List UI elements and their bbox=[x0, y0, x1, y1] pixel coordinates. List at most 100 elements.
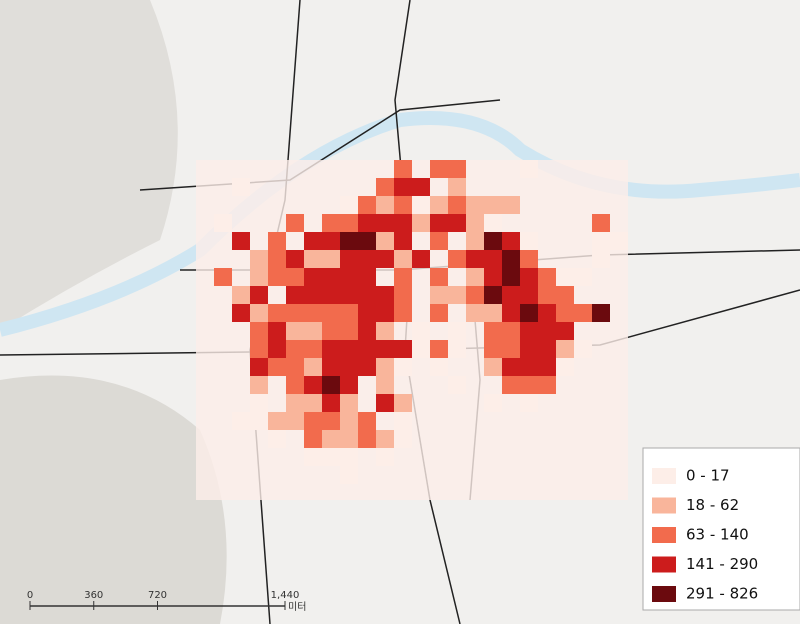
heat-cell bbox=[502, 322, 520, 340]
heat-cell bbox=[358, 358, 376, 376]
scale-label: 360 bbox=[84, 590, 103, 601]
heat-cell bbox=[556, 340, 574, 358]
heat-cell bbox=[412, 340, 430, 358]
heat-cell bbox=[286, 358, 304, 376]
heat-cell bbox=[322, 340, 340, 358]
heat-cell bbox=[340, 322, 358, 340]
heat-cell bbox=[358, 430, 376, 448]
legend-label: 291 - 826 bbox=[686, 585, 758, 603]
heat-cell bbox=[520, 340, 538, 358]
heat-cell bbox=[340, 358, 358, 376]
heat-cell bbox=[286, 412, 304, 430]
heat-cell bbox=[322, 322, 340, 340]
heat-cell bbox=[466, 196, 484, 214]
heat-cell bbox=[214, 268, 232, 286]
heat-cell bbox=[448, 322, 466, 340]
heat-cell bbox=[250, 268, 268, 286]
heat-cell bbox=[412, 178, 430, 196]
heat-cell bbox=[520, 160, 538, 178]
heat-cell bbox=[448, 340, 466, 358]
heat-cell bbox=[286, 304, 304, 322]
heat-cell bbox=[466, 286, 484, 304]
heat-cell bbox=[394, 412, 412, 430]
heat-cell bbox=[250, 304, 268, 322]
scale-label: 0 bbox=[27, 590, 33, 601]
heat-cell bbox=[502, 340, 520, 358]
heat-cell bbox=[484, 214, 502, 232]
heat-cell bbox=[304, 376, 322, 394]
heat-cell bbox=[520, 232, 538, 250]
heat-cell bbox=[430, 340, 448, 358]
scale-label: 720 bbox=[148, 590, 167, 601]
heat-cell bbox=[502, 304, 520, 322]
heat-cell bbox=[484, 268, 502, 286]
heat-cell bbox=[502, 250, 520, 268]
heat-cell bbox=[484, 286, 502, 304]
heat-cell bbox=[232, 178, 250, 196]
heat-cell bbox=[304, 448, 322, 466]
heat-cell bbox=[250, 250, 268, 268]
hills bbox=[0, 0, 178, 330]
heat-cell bbox=[448, 250, 466, 268]
heat-cell bbox=[538, 340, 556, 358]
heat-cell bbox=[394, 178, 412, 196]
heat-cell bbox=[466, 214, 484, 232]
heat-cell bbox=[556, 322, 574, 340]
heat-cell bbox=[412, 196, 430, 214]
heat-cell bbox=[358, 322, 376, 340]
heat-cell bbox=[286, 286, 304, 304]
heat-cell bbox=[412, 322, 430, 340]
heat-cell bbox=[466, 232, 484, 250]
heat-cell bbox=[322, 448, 340, 466]
heat-cell bbox=[268, 358, 286, 376]
heat-cell bbox=[376, 178, 394, 196]
heat-cell bbox=[538, 358, 556, 376]
heat-cell bbox=[250, 358, 268, 376]
heat-cell bbox=[250, 286, 268, 304]
legend-swatch bbox=[652, 468, 676, 484]
heat-cell bbox=[322, 214, 340, 232]
heat-cell bbox=[430, 232, 448, 250]
heat-cell bbox=[304, 286, 322, 304]
heat-cell bbox=[376, 340, 394, 358]
heat-cell bbox=[448, 286, 466, 304]
heat-cell bbox=[394, 268, 412, 286]
heat-cell bbox=[520, 394, 538, 412]
heat-cell bbox=[250, 376, 268, 394]
heat-cell bbox=[520, 322, 538, 340]
heat-cell bbox=[430, 196, 448, 214]
heat-cell bbox=[484, 322, 502, 340]
heat-cell bbox=[286, 214, 304, 232]
heat-cell bbox=[556, 286, 574, 304]
heat-cell bbox=[286, 340, 304, 358]
legend-label: 0 - 17 bbox=[686, 467, 730, 485]
heat-cell bbox=[358, 232, 376, 250]
heat-cell bbox=[520, 376, 538, 394]
heat-cell bbox=[322, 304, 340, 322]
legend: 0 - 17 18 - 62 63 - 140 141 - 290 291 - 826 bbox=[642, 447, 800, 611]
heat-cell bbox=[376, 322, 394, 340]
heat-cell bbox=[592, 232, 610, 250]
heat-cell bbox=[304, 250, 322, 268]
heat-cell bbox=[448, 214, 466, 232]
hills bbox=[0, 375, 227, 624]
legend-swatch bbox=[652, 497, 676, 514]
legend-swatch bbox=[652, 556, 676, 573]
heat-cell bbox=[268, 322, 286, 340]
heat-cell bbox=[322, 412, 340, 430]
heat-cell bbox=[304, 412, 322, 430]
heat-cell bbox=[340, 394, 358, 412]
heat-cell bbox=[502, 232, 520, 250]
heat-cell bbox=[394, 340, 412, 358]
heat-cell bbox=[340, 250, 358, 268]
heat-cell bbox=[376, 232, 394, 250]
heat-cell bbox=[376, 250, 394, 268]
heat-cell bbox=[340, 304, 358, 322]
heat-cell bbox=[502, 196, 520, 214]
heat-cell bbox=[304, 340, 322, 358]
heat-cell bbox=[340, 376, 358, 394]
legend-swatch bbox=[652, 586, 676, 602]
heat-cell bbox=[376, 376, 394, 394]
heat-cell bbox=[484, 394, 502, 412]
